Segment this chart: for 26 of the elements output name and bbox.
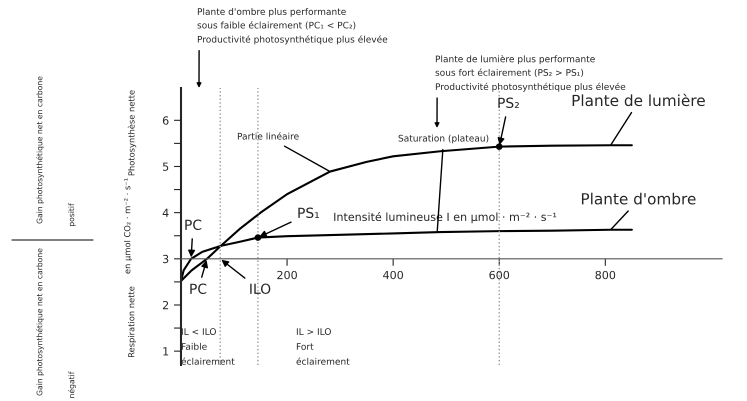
y-tick-label: 5 bbox=[162, 162, 168, 171]
annotation: IL < ILO Faible éclairement bbox=[182, 328, 235, 365]
y-tick-label: 6 bbox=[162, 116, 168, 125]
text: Photosynthèse nette bbox=[128, 90, 136, 176]
annotation: PS₁ bbox=[298, 208, 319, 218]
annotation: PC bbox=[190, 284, 206, 294]
text: Plante d'ombre plus performante sous faible éclairement (PC₁ < PC₂) Productivité photosynthétique plus élevée bbox=[197, 8, 388, 44]
y-tick-label: 1 bbox=[163, 347, 168, 356]
text: Respiration nette bbox=[128, 286, 136, 358]
y-tick-label: 4 bbox=[162, 208, 169, 217]
series-label: Plante d'ombre bbox=[582, 192, 696, 205]
x-tick-label: 600 bbox=[489, 270, 510, 280]
annotation: IL > ILO Fort éclairement bbox=[296, 328, 350, 365]
annotation: Plante de lumière plus performante sous fort éclairement (PS₂ > PS₁) Productivité photosynthétique plus élevée bbox=[435, 55, 626, 92]
text: Plante de lumière bbox=[572, 94, 705, 106]
annotation: Partie linéaire bbox=[238, 132, 299, 140]
annotation: ILO bbox=[250, 284, 270, 294]
annotation: PS₂ bbox=[498, 98, 519, 108]
y-axis-title: en µmol CO₂ · m⁻² · s⁻¹ bbox=[124, 178, 132, 274]
y-tick-label: 3 bbox=[162, 254, 168, 264]
x-tick-label: 800 bbox=[595, 270, 616, 280]
y-tick-label: 2 bbox=[162, 300, 168, 310]
x-tick-label: 200 bbox=[277, 270, 297, 280]
annotation: PC bbox=[185, 220, 202, 230]
x-tick-label: 400 bbox=[383, 270, 404, 280]
annotation: Saturation (plateau) bbox=[398, 134, 488, 144]
